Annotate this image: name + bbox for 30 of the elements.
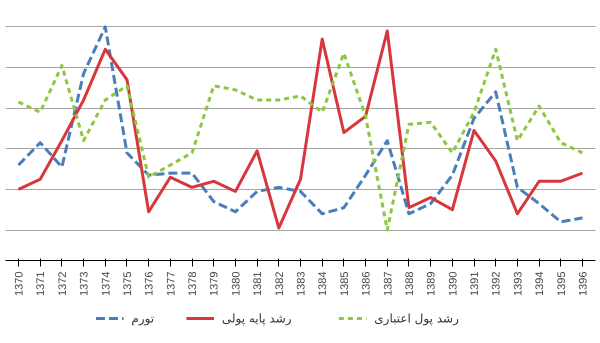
x-tick-label: 1392 bbox=[490, 271, 503, 296]
legend-label: تورم bbox=[131, 312, 154, 326]
x-tick-label: 1372 bbox=[56, 271, 69, 296]
legend-label: رشد پول اعتباری bbox=[374, 312, 460, 326]
x-tick-label: 1377 bbox=[165, 271, 178, 296]
x-tick-label: 1378 bbox=[187, 271, 200, 296]
x-tick-label: 1386 bbox=[360, 271, 373, 296]
x-tick-label: 1389 bbox=[426, 271, 438, 296]
x-tick-label: 1379 bbox=[208, 271, 221, 296]
x-tick-label: 1373 bbox=[78, 271, 91, 296]
x-tick-label: 1376 bbox=[144, 271, 156, 296]
x-tick-label: 1396 bbox=[577, 271, 590, 296]
x-tick-label: 1371 bbox=[35, 271, 48, 296]
x-tick-label: 1394 bbox=[534, 271, 546, 296]
legend-label: رشد پایه پولی bbox=[222, 312, 292, 326]
x-tick-label: 1388 bbox=[404, 271, 416, 296]
x-tick-label: 1391 bbox=[469, 271, 482, 296]
x-tick-label: 1393 bbox=[512, 271, 524, 296]
x-tick-label: 1384 bbox=[317, 271, 330, 296]
x-tick-label: 1381 bbox=[252, 271, 264, 296]
x-tick-label: 1370 bbox=[14, 271, 26, 296]
x-tick-label: 1385 bbox=[338, 271, 351, 296]
x-tick-label: 1383 bbox=[296, 271, 308, 296]
x-tick-label: 1382 bbox=[274, 271, 286, 296]
x-tick-label: 1395 bbox=[556, 271, 568, 296]
x-tick-label: 1375 bbox=[122, 271, 134, 296]
x-tick-label: 1387 bbox=[382, 271, 394, 296]
x-tick-label: 1374 bbox=[100, 271, 112, 296]
x-tick-label: 1390 bbox=[447, 271, 460, 296]
x-tick-label: 1380 bbox=[230, 271, 242, 296]
